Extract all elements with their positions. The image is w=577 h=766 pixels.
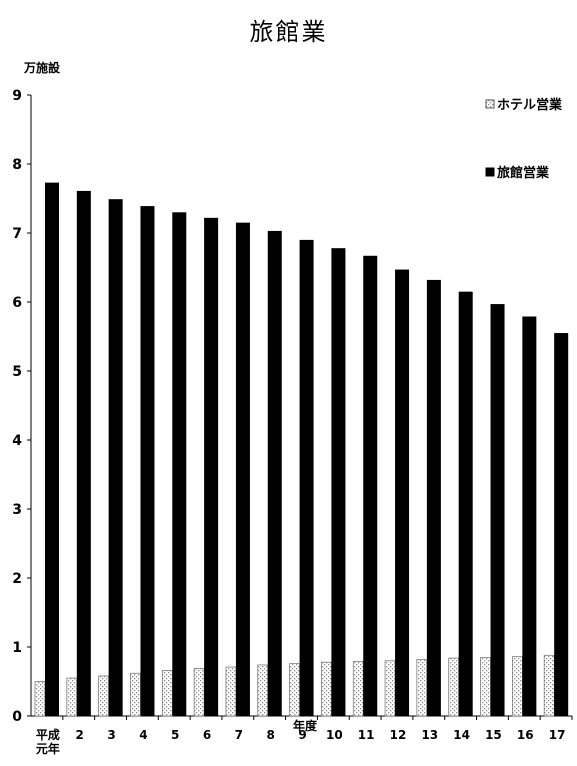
- bar-ryokan: [490, 304, 505, 716]
- y-axis-unit-label: 万施設: [23, 60, 61, 75]
- bar-ryokan: [363, 255, 378, 716]
- y-tick-label: 3: [12, 502, 22, 518]
- bar-hotel: [225, 666, 237, 717]
- bar-hotel: [384, 660, 396, 717]
- y-tick-label: 7: [12, 226, 22, 242]
- x-tick-label: 15: [485, 728, 502, 742]
- x-tick-label: 17: [549, 728, 566, 742]
- bar-ryokan: [267, 230, 282, 716]
- bar-ryokan: [331, 248, 346, 716]
- chart-title: 旅館業: [249, 18, 328, 46]
- bar-hotel: [161, 670, 173, 717]
- y-tick-label: 2: [12, 571, 22, 587]
- x-tick-label: 平成: [36, 727, 60, 742]
- x-tick-label: 5: [171, 728, 179, 742]
- y-tick-label: 1: [12, 640, 22, 656]
- bar-hotel: [98, 675, 109, 717]
- x-tick-label: 2: [76, 728, 84, 742]
- bar-ryokan: [458, 291, 473, 716]
- bar-hotel: [289, 663, 300, 717]
- bar-hotel: [321, 661, 332, 717]
- x-tick-label: 9: [298, 728, 306, 742]
- bar-hotel: [512, 656, 523, 717]
- y-tick-label: 6: [12, 295, 22, 311]
- x-tick-label: 13: [421, 728, 438, 742]
- x-tick-label: 3: [107, 728, 115, 742]
- bar-hotel: [352, 661, 364, 717]
- y-tick-label: 8: [12, 157, 22, 173]
- bar-hotel: [416, 659, 428, 717]
- bar-hotel: [448, 657, 460, 717]
- bar-hotel: [66, 677, 78, 717]
- bar-ryokan: [554, 333, 569, 716]
- y-tick-label: 5: [12, 364, 22, 380]
- bar-hotel: [257, 664, 269, 717]
- legend-swatch: [485, 99, 495, 109]
- x-tick-label: 11: [358, 728, 375, 742]
- x-tick-label: 元年: [36, 741, 60, 756]
- bar-hotel: [480, 656, 491, 717]
- x-tick-label: 4: [139, 728, 147, 742]
- bar-ryokan: [395, 269, 410, 716]
- x-tick-label: 10: [326, 728, 343, 742]
- bar-ryokan: [76, 190, 91, 716]
- bar-hotel: [193, 668, 205, 717]
- y-tick-label: 0: [12, 709, 22, 725]
- x-tick-label: 8: [266, 728, 274, 742]
- y-tick-label: 4: [12, 433, 22, 449]
- bar-ryokan: [172, 212, 187, 717]
- bar-hotel: [130, 672, 141, 717]
- x-tick-label: 7: [235, 728, 243, 742]
- bar-hotel: [34, 681, 46, 717]
- x-tick-label: 12: [390, 728, 407, 742]
- bar-ryokan: [140, 206, 155, 716]
- legend-swatch: [485, 167, 495, 177]
- bar-ryokan: [522, 316, 537, 716]
- bar-ryokan: [426, 279, 441, 716]
- x-tick-label: 16: [517, 728, 534, 742]
- bar-hotel: [543, 654, 555, 717]
- x-tick-label: 14: [453, 728, 470, 742]
- legend-label: ホテル営業: [497, 97, 563, 113]
- x-tick-label: 6: [203, 728, 211, 742]
- legend-label: 旅館営業: [497, 165, 550, 181]
- bar-ryokan: [45, 182, 59, 716]
- bar-ryokan: [204, 217, 219, 716]
- bar-ryokan: [108, 199, 123, 716]
- x-axis-label: 年度: [293, 718, 318, 733]
- bar-ryokan: [235, 222, 250, 716]
- bar-ryokan: [299, 239, 314, 716]
- y-tick-label: 9: [12, 88, 22, 104]
